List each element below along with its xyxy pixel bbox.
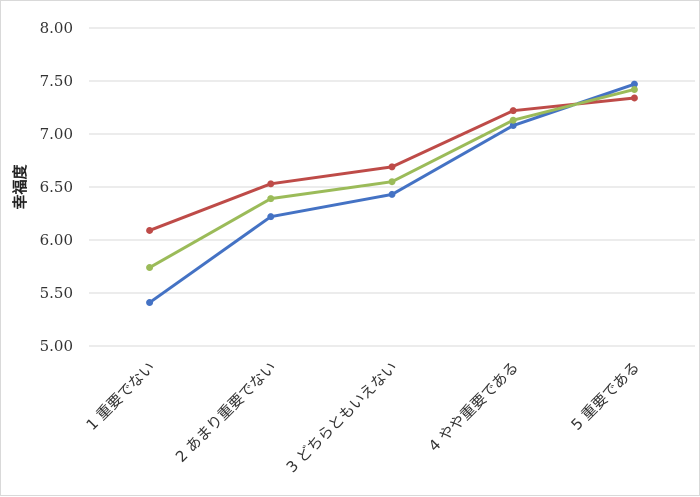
- x-tick-label: 5 重要である: [567, 358, 643, 434]
- data-point: [509, 122, 517, 130]
- x-tick-label: 1 重要でない: [83, 358, 159, 434]
- series-layer: [146, 80, 638, 307]
- x-axis-ticks: 1 重要でない 2 あまり重要でない 3 どちらともいえない 4 やや重要である 5 重…: [83, 358, 644, 476]
- data-point: [146, 299, 154, 307]
- y-axis-ticks: 5.00 5.50 6.00 6.50 7.00 7.50 8.00: [40, 19, 73, 355]
- y-axis-label: 幸福度: [11, 164, 29, 210]
- y-tick-label: 6.50: [40, 178, 73, 196]
- data-point: [388, 178, 396, 186]
- x-tick-label: 2 あまり重要でない: [172, 358, 280, 466]
- data-point: [630, 85, 638, 93]
- y-tick-label: 5.00: [40, 337, 73, 355]
- data-point: [630, 94, 638, 102]
- x-tick-label: 4 やや重要である: [425, 358, 522, 455]
- grid-layer: [89, 27, 695, 347]
- data-point: [267, 180, 275, 188]
- y-tick-label: 8.00: [40, 19, 73, 37]
- x-tick-label: 3 どちらともいえない: [283, 358, 401, 476]
- data-point: [388, 163, 396, 171]
- data-point: [146, 264, 154, 272]
- y-tick-label: 5.50: [40, 284, 73, 302]
- y-tick-label: 7.50: [40, 72, 73, 90]
- data-point: [146, 226, 154, 234]
- data-point: [509, 116, 517, 124]
- data-point: [267, 213, 275, 221]
- data-point: [388, 190, 396, 198]
- y-tick-label: 6.00: [40, 231, 73, 249]
- y-tick-label: 7.00: [40, 125, 73, 143]
- data-point: [267, 195, 275, 203]
- data-point: [509, 107, 517, 115]
- data-point: [630, 80, 638, 88]
